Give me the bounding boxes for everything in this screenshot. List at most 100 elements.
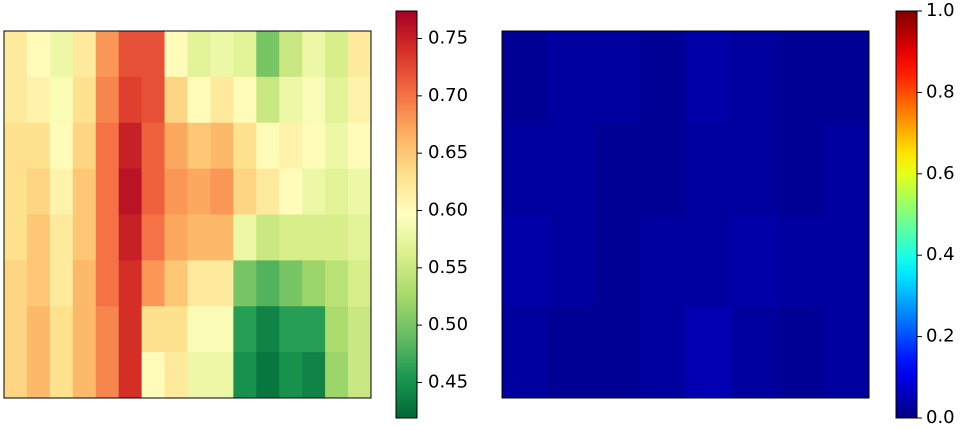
heatmap-cell	[639, 122, 686, 215]
heatmap-cell	[593, 122, 641, 215]
heatmap-cell	[187, 122, 211, 170]
heatmap-cell	[302, 306, 326, 353]
heatmap-cell	[26, 352, 51, 399]
heatmap-cell	[164, 168, 188, 215]
heatmap-cell	[233, 306, 257, 353]
colorbar-tick-label: 0.8	[926, 81, 955, 102]
colorbar-tick-label: 0.45	[428, 371, 468, 392]
heatmap-cell	[95, 122, 120, 170]
heatmap-cell	[164, 122, 188, 170]
heatmap-cell	[256, 214, 280, 261]
heatmap-cell	[639, 214, 686, 307]
heatmap-cell	[823, 31, 870, 124]
colorbar-tick-label: 0.70	[428, 85, 468, 106]
heatmap-cell	[4, 352, 28, 399]
heatmap-cell	[325, 306, 349, 353]
heatmap-cell	[502, 122, 549, 215]
heatmap-cell	[302, 31, 326, 78]
colorbar-tick-label: 0.2	[926, 326, 955, 347]
heatmap-cell	[348, 352, 372, 399]
heatmap-cell	[164, 76, 188, 124]
heatmap-cell	[26, 306, 51, 353]
colorbar-tick-label: 0.60	[428, 199, 468, 220]
heatmap-cell	[777, 31, 824, 124]
heatmap-cell	[547, 306, 595, 399]
heatmap-cell	[348, 122, 372, 170]
heatmap-cell	[164, 352, 188, 399]
heatmap-cell	[72, 306, 97, 353]
heatmap-cell	[26, 76, 51, 124]
heatmap-cell	[118, 306, 143, 353]
heatmap-cell	[141, 352, 166, 399]
heatmap-cell	[141, 214, 166, 261]
heatmap-cell	[639, 306, 686, 399]
heatmap-cell	[233, 122, 257, 170]
heatmap-cell	[118, 260, 143, 307]
heatmap-cell	[302, 352, 326, 399]
heatmap-cell	[72, 122, 97, 170]
heatmap-cell	[210, 306, 234, 353]
heatmap-cell	[141, 122, 166, 170]
heatmap-cell	[187, 76, 211, 124]
heatmap-cell	[279, 168, 303, 215]
heatmap-cell	[210, 260, 234, 307]
colorbar-tick-label: 0.0	[926, 407, 955, 428]
heatmap-cell	[325, 122, 349, 170]
heatmap-cell	[187, 214, 211, 261]
heatmap-cell	[95, 260, 120, 307]
axes-frame	[3, 30, 372, 399]
heatmap-cell	[4, 122, 28, 170]
colorbar	[895, 10, 918, 419]
heatmap-cell	[26, 122, 51, 170]
heatmap-cell	[141, 168, 166, 215]
heatmap-cell	[777, 122, 824, 215]
heatmap-cell	[502, 214, 549, 307]
heatmap-cell	[233, 260, 257, 307]
heatmap-cell	[279, 352, 303, 399]
heatmap-cell	[141, 31, 166, 78]
heatmap-cell	[547, 214, 595, 307]
heatmap-cell	[4, 76, 28, 124]
heatmap-cell	[72, 352, 97, 399]
heatmap-cell	[256, 306, 280, 353]
heatmap-cell	[49, 76, 74, 124]
heatmap-cell	[547, 31, 595, 124]
colorbar-tick-label: 0.65	[428, 142, 468, 163]
heatmap-cell	[593, 31, 641, 124]
heatmap-cell	[118, 31, 143, 78]
heatmap-cell	[348, 31, 372, 78]
heatmap-cell	[141, 76, 166, 124]
colorbar	[395, 10, 418, 419]
heatmap-cell	[118, 122, 143, 170]
heatmap-cell	[49, 168, 74, 215]
heatmap-cell	[302, 76, 326, 124]
heatmap-cell	[187, 31, 211, 78]
heatmap-cell	[26, 31, 51, 78]
heatmap-cell	[95, 214, 120, 261]
heatmap-cell	[141, 260, 166, 307]
heatmap-cell	[233, 214, 257, 261]
colorbar-tick-label: 1.0	[926, 0, 955, 21]
heatmap-cell	[210, 352, 234, 399]
heatmap-cell	[72, 260, 97, 307]
heatmap-cell	[731, 214, 778, 307]
heatmap-cell	[118, 214, 143, 261]
heatmap-cell	[26, 260, 51, 307]
heatmap-cell	[502, 306, 549, 399]
heatmap-cell	[141, 306, 166, 353]
heatmap-cell	[348, 76, 372, 124]
heatmap-cell	[256, 122, 280, 170]
heatmap-cell	[233, 76, 257, 124]
heatmap-cell	[49, 260, 74, 307]
heatmap-cell	[348, 260, 372, 307]
heatmap-cell	[685, 122, 732, 215]
heatmap-cell	[72, 76, 97, 124]
heatmap-cell	[49, 352, 74, 399]
heatmap-cell	[95, 352, 120, 399]
heatmap-cell	[325, 168, 349, 215]
heatmap-cell	[256, 31, 280, 78]
heatmap-cell	[164, 260, 188, 307]
heatmap-cell	[279, 260, 303, 307]
colorbar-tick-label: 0.50	[428, 314, 468, 335]
heatmap-cell	[302, 214, 326, 261]
